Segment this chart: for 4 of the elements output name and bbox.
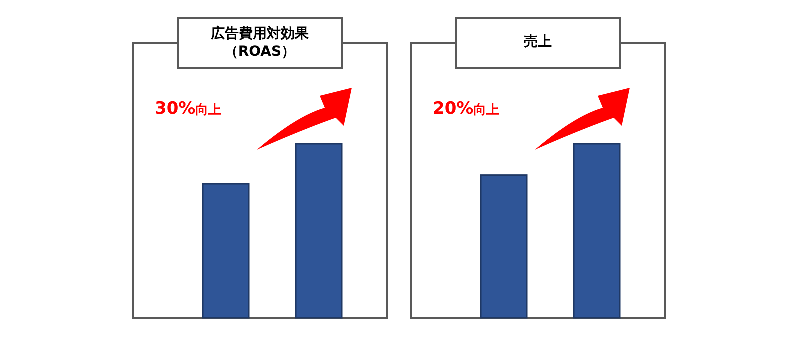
chart-title: 広告費用対効果（ROAS） <box>210 25 310 60</box>
text: 30%向上 <box>155 99 222 119</box>
chart-title: 売上 <box>524 34 552 50</box>
text: 20%向上 <box>433 99 500 119</box>
